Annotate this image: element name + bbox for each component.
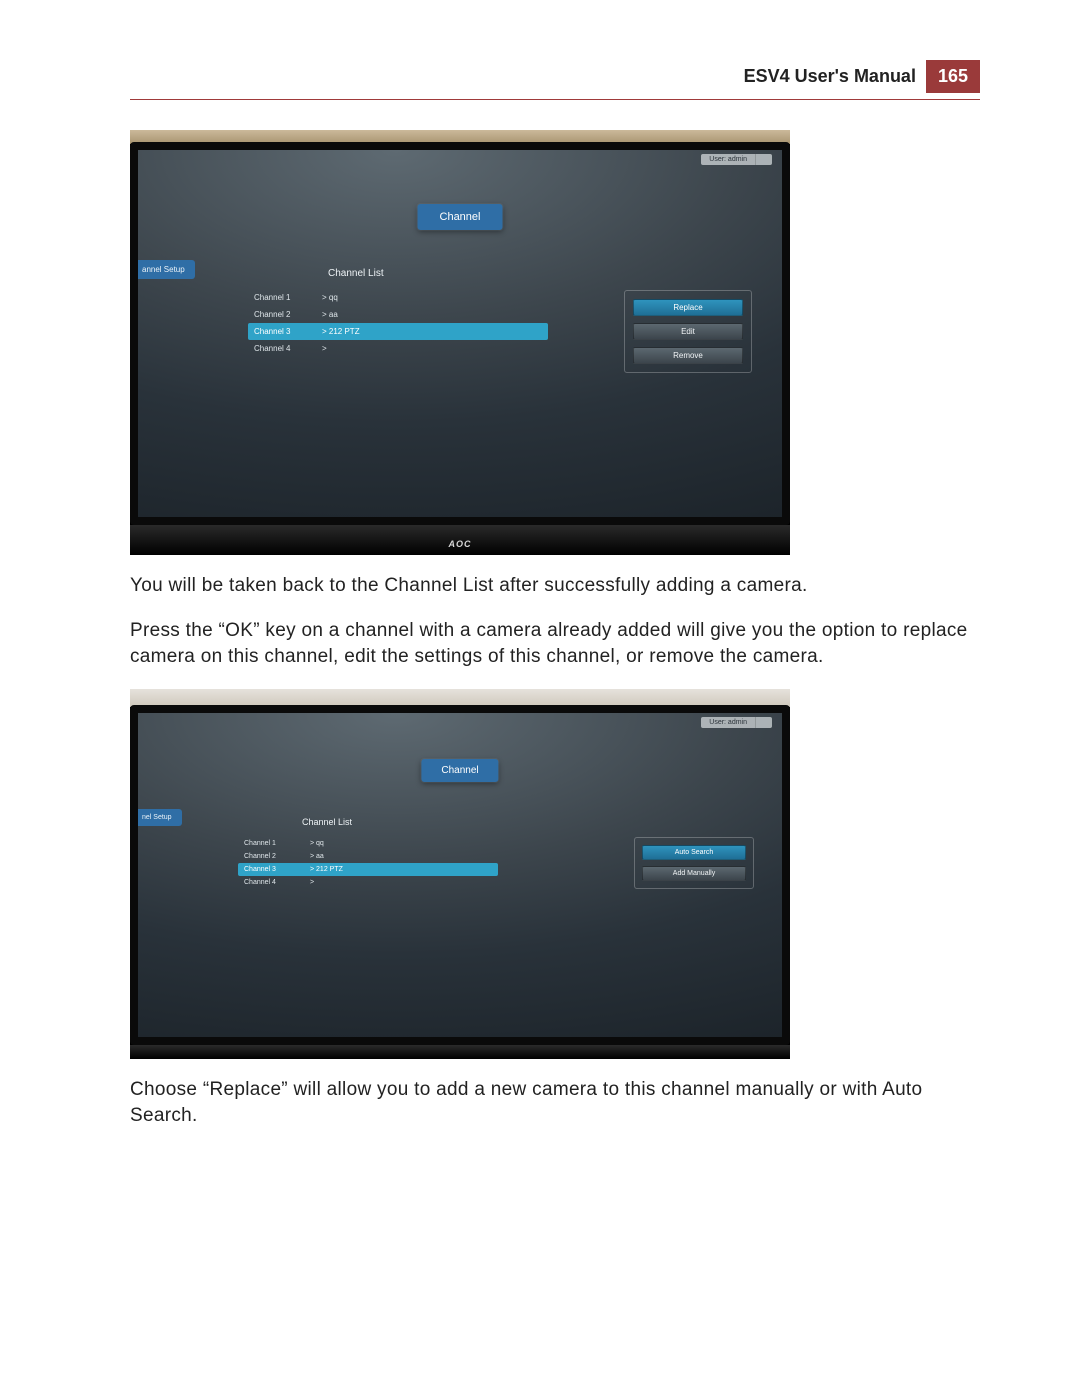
body-paragraph-1: You will be taken back to the Channel Li… xyxy=(130,573,980,600)
channel-value: > qq xyxy=(322,293,338,302)
channel-row-selected[interactable]: Channel 3 > 212 PTZ xyxy=(248,323,548,340)
channel-list-title: Channel List xyxy=(302,817,498,827)
channel-label: Channel 4 xyxy=(254,344,306,353)
channel-label: Channel 4 xyxy=(244,879,296,886)
topbar: User: admin xyxy=(701,154,772,165)
topbar-user: User: admin xyxy=(701,717,755,728)
add-manually-button[interactable]: Add Manually xyxy=(642,866,746,881)
channel-row[interactable]: Channel 1 > qq xyxy=(238,837,498,850)
dvr-screen-2: User: admin Channel nel Setup Channel Li… xyxy=(138,713,782,1037)
channel-value: > xyxy=(310,879,314,886)
side-tab-channel-setup[interactable]: nel Setup xyxy=(138,809,182,826)
body-paragraph-2: Press the “OK” key on a channel with a c… xyxy=(130,618,980,671)
page-header: ESV4 User's Manual 165 xyxy=(130,60,980,100)
auto-search-button[interactable]: Auto Search xyxy=(642,845,746,860)
monitor-brand: AOC xyxy=(449,539,472,549)
channel-label: Channel 3 xyxy=(244,866,296,873)
channel-row[interactable]: Channel 2 > aa xyxy=(248,306,548,323)
channel-list: Channel List Channel 1 > qq Channel 2 > … xyxy=(248,268,548,357)
channel-value: > xyxy=(322,344,327,353)
remove-button[interactable]: Remove xyxy=(633,347,743,364)
page-number-badge: 165 xyxy=(926,60,980,93)
topbar: User: admin xyxy=(701,717,772,728)
channel-label: Channel 2 xyxy=(244,853,296,860)
screenshot-channel-actions: User: admin Channel annel Setup Channel … xyxy=(130,130,790,555)
channel-row[interactable]: Channel 1 > qq xyxy=(248,289,548,306)
side-tab-channel-setup[interactable]: annel Setup xyxy=(138,260,195,279)
channel-value: > 212 PTZ xyxy=(310,866,343,873)
channel-row[interactable]: Channel 4 > xyxy=(238,876,498,889)
channel-tab[interactable]: Channel xyxy=(418,204,503,230)
topbar-extra xyxy=(755,154,772,165)
topbar-user: User: admin xyxy=(701,154,755,165)
channel-value: > qq xyxy=(310,840,324,847)
channel-value: > aa xyxy=(310,853,324,860)
channel-row-selected[interactable]: Channel 3 > 212 PTZ xyxy=(238,863,498,876)
channel-label: Channel 1 xyxy=(244,840,296,847)
channel-value: > 212 PTZ xyxy=(322,327,360,336)
topbar-extra xyxy=(755,717,772,728)
channel-row[interactable]: Channel 2 > aa xyxy=(238,850,498,863)
replace-button[interactable]: Replace xyxy=(633,299,743,316)
dvr-screen-1: User: admin Channel annel Setup Channel … xyxy=(138,150,782,517)
edit-button[interactable]: Edit xyxy=(633,323,743,340)
channel-label: Channel 1 xyxy=(254,293,306,302)
action-panel: Replace Edit Remove xyxy=(624,290,752,373)
channel-value: > aa xyxy=(322,310,338,319)
channel-label: Channel 2 xyxy=(254,310,306,319)
action-panel: Auto Search Add Manually xyxy=(634,837,754,889)
channel-label: Channel 3 xyxy=(254,327,306,336)
body-paragraph-3: Choose “Replace” will allow you to add a… xyxy=(130,1077,980,1130)
screenshot-replace-options: User: admin Channel nel Setup Channel Li… xyxy=(130,689,790,1059)
channel-list-title: Channel List xyxy=(328,268,548,279)
header-title: ESV4 User's Manual xyxy=(744,66,916,87)
channel-row[interactable]: Channel 4 > xyxy=(248,340,548,357)
channel-list: Channel List Channel 1 > qq Channel 2 > … xyxy=(238,817,498,889)
channel-tab[interactable]: Channel xyxy=(421,759,498,782)
